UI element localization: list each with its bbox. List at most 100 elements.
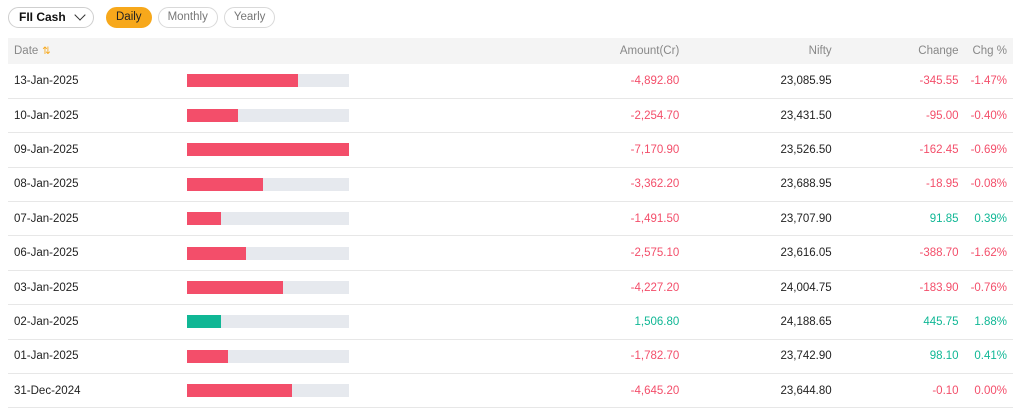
change-cell: -0.10: [932, 384, 959, 397]
nifty-cell: 23,616.05: [780, 247, 832, 260]
amount-bar-fill: [187, 246, 246, 260]
nifty-cell: 23,742.90: [780, 350, 832, 363]
amount-cell: -1,782.70: [630, 350, 680, 363]
amount-bar-track: [187, 281, 350, 295]
amount-bar-fill: [187, 177, 264, 191]
amount-cell: 1,506.80: [634, 315, 680, 328]
segment-dropdown-value: FII Cash: [19, 10, 66, 24]
tab-yearly[interactable]: Yearly: [223, 6, 276, 28]
chg-pct-cell: -1.47%: [970, 74, 1007, 87]
amount-bar-cell: [181, 64, 521, 98]
amount-cell: -4,227.20: [630, 281, 680, 294]
chg-pct-cell: 1.88%: [974, 315, 1007, 328]
bar-column-header: [181, 38, 521, 64]
change-column-header[interactable]: Change: [918, 45, 959, 57]
date-cell: 07-Jan-2025: [14, 212, 79, 225]
table-row[interactable]: 08-Jan-2025 -3,362.20 23,688.95 -18.95 -0.08…: [8, 167, 1013, 202]
change-cell: -95.00: [925, 109, 959, 122]
chg-pct-column-header[interactable]: Chg %: [972, 45, 1007, 57]
chg-pct-cell: 0.41%: [974, 350, 1007, 363]
amount-cell: -2,254.70: [630, 109, 680, 122]
chevron-down-icon: [74, 9, 86, 21]
change-cell: -162.45: [919, 143, 959, 156]
chg-pct-cell: -0.76%: [970, 281, 1007, 294]
fii-cash-table: Date ⇅ Amount(Cr) Nifty Change Chg % 13-J…: [8, 38, 1013, 408]
change-cell: 91.85: [929, 212, 959, 225]
chg-pct-cell: -1.62%: [970, 247, 1007, 260]
amount-bar-cell: [181, 167, 521, 201]
table-row[interactable]: 03-Jan-2025 -4,227.20 24,004.75 -183.90 -0.7…: [8, 270, 1013, 305]
date-cell: 13-Jan-2025: [14, 74, 79, 87]
change-cell: -388.70: [919, 247, 959, 260]
amount-bar-track: [187, 384, 350, 398]
nifty-cell: 23,526.50: [780, 143, 832, 156]
amount-bar-cell: [181, 202, 521, 236]
table-row[interactable]: 07-Jan-2025 -1,491.50 23,707.90 91.85 0.39%: [8, 202, 1013, 236]
change-cell: 445.75: [923, 315, 959, 328]
chg-pct-cell: 0.00%: [974, 384, 1007, 397]
date-cell: 02-Jan-2025: [14, 315, 79, 328]
amount-cell: -4,892.80: [630, 74, 680, 87]
date-cell: 06-Jan-2025: [14, 247, 79, 260]
amount-bar-track: [187, 109, 350, 123]
chg-pct-cell: 0.39%: [974, 212, 1007, 225]
amount-bar-cell: [181, 374, 521, 408]
table-row[interactable]: 06-Jan-2025 -2,575.10 23,616.05 -388.70 -1.6…: [8, 236, 1013, 271]
amount-bar-track: [187, 212, 350, 226]
date-header-label: Date: [14, 45, 39, 57]
nifty-column-header[interactable]: Nifty: [808, 45, 832, 57]
chg-pct-cell: -0.69%: [970, 143, 1007, 156]
tab-daily[interactable]: Daily: [106, 6, 152, 28]
amount-bar-cell: [181, 98, 521, 132]
amount-bar-fill: [187, 143, 350, 157]
amount-bar-track: [187, 177, 350, 191]
amount-bar-fill: [187, 349, 228, 363]
table-header-row: Date ⇅ Amount(Cr) Nifty Change Chg %: [8, 38, 1013, 64]
nifty-cell: 23,688.95: [780, 178, 832, 191]
amount-bar-fill: [187, 109, 239, 123]
table-row[interactable]: 13-Jan-2025 -4,892.80 23,085.95 -345.55 -1.4…: [8, 64, 1013, 99]
table-row[interactable]: 01-Jan-2025 -1,782.70 23,742.90 98.10 0.41%: [8, 339, 1013, 374]
nifty-cell: 24,004.75: [780, 281, 832, 294]
table-row[interactable]: 10-Jan-2025 -2,254.70 23,431.50 -95.00 -0.40…: [8, 98, 1013, 133]
amount-cell: -1,491.50: [630, 212, 680, 225]
nifty-cell: 23,644.80: [780, 384, 832, 397]
table-row[interactable]: 09-Jan-2025 -7,170.90 23,526.50 -162.45 -0.6…: [8, 133, 1013, 168]
amount-bar-track: [187, 74, 350, 88]
nifty-cell: 24,188.65: [780, 315, 832, 328]
change-cell: -18.95: [925, 178, 959, 191]
nifty-cell: 23,431.50: [780, 109, 832, 122]
change-cell: 98.10: [929, 350, 959, 363]
toolbar: FII Cash Daily Monthly Yearly: [8, 6, 276, 28]
amount-bar-cell: [181, 270, 521, 304]
change-cell: -183.90: [919, 281, 959, 294]
date-cell: 03-Jan-2025: [14, 281, 79, 294]
change-cell: -345.55: [919, 74, 959, 87]
segment-dropdown[interactable]: FII Cash: [8, 6, 94, 28]
amount-cell: -3,362.20: [630, 178, 680, 191]
amount-bar-fill: [187, 315, 222, 329]
date-cell: 09-Jan-2025: [14, 143, 79, 156]
date-cell: 01-Jan-2025: [14, 350, 79, 363]
nifty-cell: 23,707.90: [780, 212, 832, 225]
amount-bar-cell: [181, 236, 521, 270]
table-row[interactable]: 02-Jan-2025 1,506.80 24,188.65 445.75 1.88%: [8, 305, 1013, 340]
sort-icon[interactable]: ⇅: [42, 46, 51, 57]
amount-bar-fill: [187, 281, 283, 295]
amount-bar-fill: [187, 74, 298, 88]
date-column-header[interactable]: Date ⇅: [8, 38, 181, 64]
amount-bar-track: [187, 246, 350, 260]
amount-bar-cell: [181, 339, 521, 373]
tab-monthly[interactable]: Monthly: [157, 6, 218, 28]
amount-bar-track: [187, 349, 350, 363]
amount-bar-track: [187, 315, 350, 329]
amount-bar-fill: [187, 384, 293, 398]
chg-pct-cell: -0.40%: [970, 109, 1007, 122]
date-cell: 31-Dec-2024: [14, 384, 81, 397]
amount-cell: -7,170.90: [630, 143, 680, 156]
amount-bar-cell: [181, 305, 521, 339]
chg-pct-cell: -0.08%: [970, 178, 1007, 191]
date-cell: 08-Jan-2025: [14, 178, 79, 191]
table-row[interactable]: 31-Dec-2024 -4,645.20 23,644.80 -0.10 0.00%: [8, 374, 1013, 408]
amount-column-header[interactable]: Amount(Cr): [619, 45, 680, 57]
